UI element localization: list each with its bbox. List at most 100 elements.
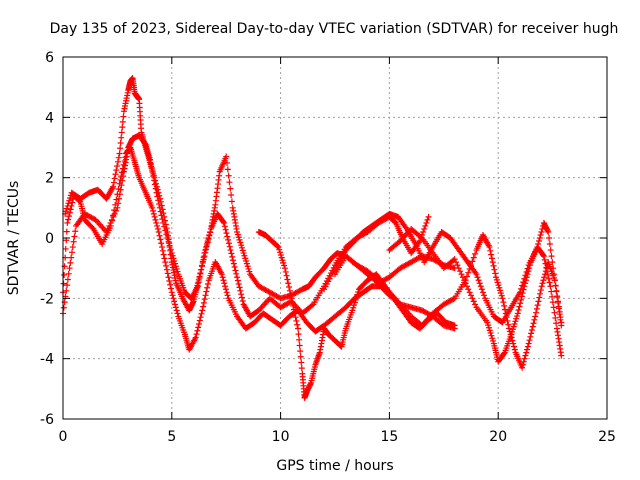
data-point: [161, 213, 168, 220]
data-point: [481, 292, 488, 299]
data-point: [234, 277, 241, 284]
data-point: [479, 289, 486, 296]
data-point: [285, 280, 292, 287]
data-point: [169, 292, 176, 299]
data-point: [478, 286, 485, 293]
data-point: [470, 254, 477, 261]
data-point: [226, 179, 233, 186]
data-point: [395, 239, 402, 246]
data-point: [524, 343, 531, 350]
data-point: [527, 262, 534, 269]
data-point: [469, 295, 476, 302]
data-point: [159, 206, 166, 213]
data-point: [295, 325, 302, 332]
data-point: [513, 313, 520, 320]
data-point: [173, 307, 180, 314]
data-point: [276, 246, 283, 253]
data-point: [476, 280, 483, 287]
data-point: [548, 288, 555, 295]
data-point: [117, 139, 124, 146]
data-point: [493, 276, 500, 283]
data-point: [231, 264, 238, 271]
data-point: [535, 298, 542, 305]
data-point: [204, 284, 211, 291]
data-point: [114, 162, 121, 169]
data-point: [489, 259, 496, 266]
data-point: [277, 249, 284, 256]
data-point: [550, 304, 557, 311]
data-point: [520, 286, 527, 293]
data-point: [167, 281, 174, 288]
data-point: [487, 247, 494, 254]
data-point: [484, 319, 491, 326]
data-point: [153, 183, 160, 190]
data-point: [159, 244, 166, 251]
series-track-3: [62, 75, 458, 314]
data-point: [544, 268, 551, 275]
data-point: [114, 204, 121, 211]
data-point: [222, 286, 229, 293]
data-point: [198, 266, 205, 273]
data-point: [327, 273, 334, 280]
data-point: [295, 331, 302, 338]
data-point: [192, 334, 199, 341]
data-point: [548, 253, 555, 260]
data-point: [474, 274, 481, 281]
data-point: [537, 231, 544, 238]
data-point: [151, 213, 158, 220]
data-point: [425, 213, 432, 220]
series-track-7: [386, 225, 565, 365]
data-point: [69, 244, 76, 251]
data-point: [154, 186, 161, 193]
data-point: [155, 189, 162, 196]
data-point: [468, 262, 474, 269]
data-point: [290, 302, 297, 309]
data-point: [220, 277, 227, 284]
data-point: [293, 317, 300, 324]
data-point: [150, 210, 157, 217]
data-point: [513, 315, 520, 322]
data-point: [151, 174, 158, 181]
data-point: [194, 327, 201, 334]
data-point: [118, 134, 125, 141]
data-point: [488, 255, 495, 262]
data-point: [536, 238, 542, 245]
data-point: [198, 310, 205, 317]
data-point: [521, 283, 528, 290]
data-point: [202, 292, 209, 299]
data-point: [512, 318, 519, 325]
data-point: [113, 196, 120, 203]
data-point: [281, 265, 288, 272]
data-point: [516, 303, 523, 310]
data-point: [275, 244, 282, 251]
data-point: [541, 256, 548, 263]
data-point: [552, 282, 559, 289]
data-point: [475, 277, 482, 284]
data-point: [114, 191, 121, 198]
data-point: [287, 291, 294, 298]
axis-ticks: 0 5 10 15 20 25 -6 -4 -2 0 2 4 6: [40, 50, 616, 445]
data-point: [509, 328, 516, 335]
data-point: [510, 323, 517, 330]
data-point: [547, 283, 554, 290]
data-point: [65, 200, 72, 207]
data-point: [156, 192, 163, 199]
data-point: [503, 314, 510, 321]
data-point: [200, 256, 207, 263]
data-point: [292, 314, 299, 321]
data-point: [321, 286, 328, 293]
data-point: [554, 294, 561, 301]
data-point: [500, 299, 507, 306]
data-point: [544, 271, 551, 278]
data-point: [453, 259, 460, 266]
data-point: [278, 254, 285, 261]
data-point: [502, 306, 508, 313]
data-point: [68, 249, 75, 256]
data-point: [198, 263, 205, 270]
data-point: [527, 333, 534, 340]
data-point: [238, 291, 245, 298]
data-point: [108, 217, 115, 224]
data-point: [517, 300, 524, 307]
data-point: [193, 331, 200, 338]
data-point: [458, 271, 465, 278]
